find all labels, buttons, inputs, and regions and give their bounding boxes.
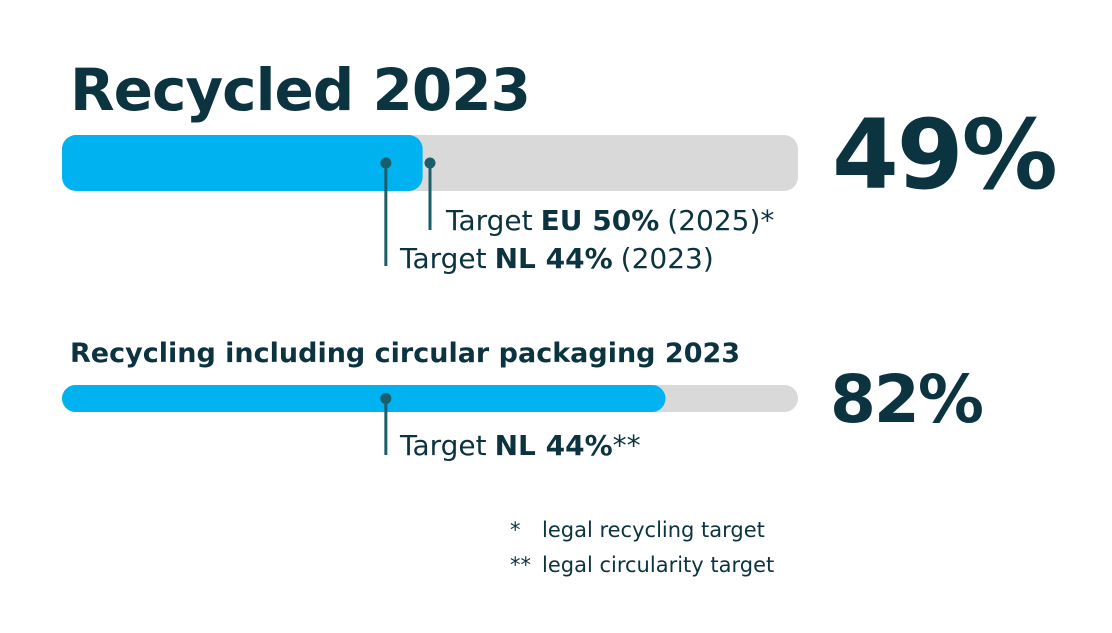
target-suffix: (2023) [621, 242, 714, 275]
target-label: Target EU 50% (2025)* [445, 204, 774, 237]
target-suffix: ** [613, 429, 641, 462]
value-label: 82% [830, 361, 983, 438]
target-suffix: (2025)* [667, 204, 774, 237]
target-emphasis: EU 50% [541, 204, 660, 237]
footnote-mark: * [510, 518, 521, 542]
target-emphasis: NL 44% [495, 242, 613, 275]
panel-title: Recycling including circular packaging 2… [70, 338, 740, 369]
panel-title: Recycled 2023 [70, 56, 530, 124]
footnote-mark: ** [510, 553, 531, 577]
target-dot [380, 157, 392, 169]
target-prefix: Target [445, 204, 533, 237]
target-label: Target NL 44% (2023) [399, 242, 714, 275]
target-label: Target NL 44%** [399, 429, 641, 462]
target-dot [424, 157, 436, 169]
value-label: 49% [832, 99, 1056, 211]
footnote-text: legal circularity target [542, 553, 774, 577]
target-prefix: Target [399, 242, 487, 275]
footnote-text: legal recycling target [542, 518, 765, 542]
target-prefix: Target [399, 429, 487, 462]
target-dot [380, 393, 392, 404]
bar-fill [62, 385, 666, 412]
bar-fill [62, 135, 423, 191]
target-emphasis: NL 44% [495, 429, 613, 462]
